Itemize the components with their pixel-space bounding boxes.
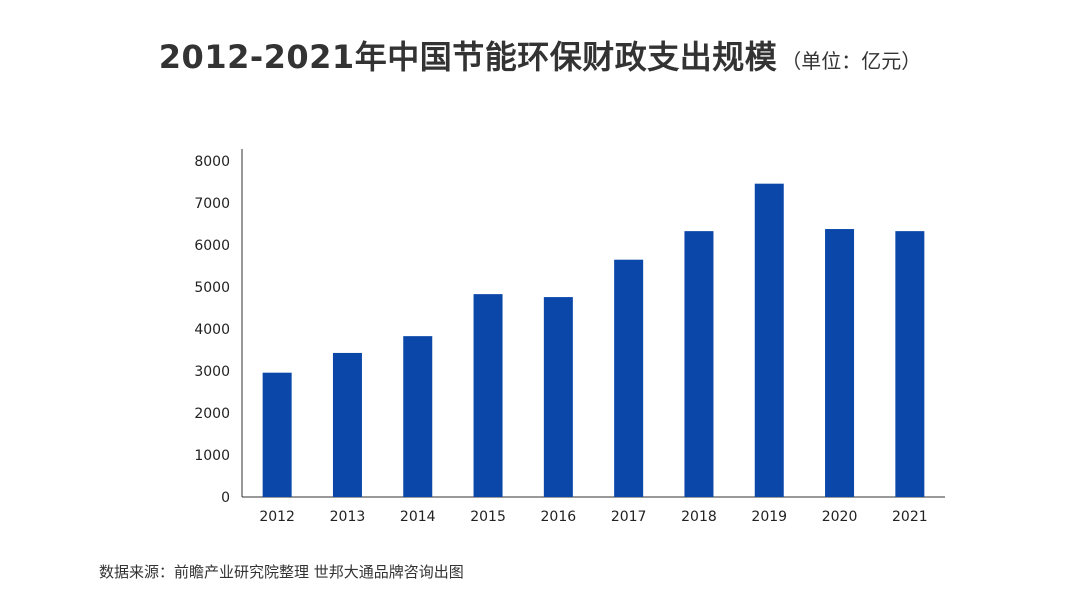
y-tick-label: 2000	[194, 406, 230, 422]
y-tick-label: 6000	[194, 238, 230, 254]
bar-2017	[614, 259, 644, 497]
bar-2019	[754, 183, 784, 497]
bar-2014	[403, 336, 433, 497]
y-axis: 0 1000 2000 3000 4000 5000 6000 7000 8000	[194, 149, 243, 506]
x-tick-label: 2021	[892, 509, 928, 525]
bar-2015	[473, 294, 503, 497]
y-tick-label: 3000	[194, 364, 230, 380]
x-axis: 2012 2013 2014 2015 2016 2017 2018 2019 2020 2021	[242, 496, 945, 525]
chart-title-row: 2012-2021年中国节能环保财政支出规模 （单位：亿元）	[0, 32, 1080, 78]
x-tick-label: 2019	[751, 509, 787, 525]
bar-2020	[825, 229, 855, 498]
y-tick-label: 7000	[194, 196, 230, 212]
y-tick-label: 8000	[194, 154, 230, 170]
x-tick-label: 2020	[822, 509, 858, 525]
bar-2021	[895, 231, 925, 497]
x-tick-label: 2014	[400, 509, 436, 525]
y-tick-label: 0	[221, 490, 230, 506]
bar-2012	[262, 372, 292, 497]
x-tick-label: 2017	[611, 509, 647, 525]
x-tick-label: 2013	[330, 509, 366, 525]
chart-title: 2012-2021年中国节能环保财政支出规模	[158, 38, 778, 76]
y-tick-label: 1000	[194, 448, 230, 464]
x-tick-label: 2016	[541, 509, 577, 525]
bar-2018	[684, 231, 714, 497]
y-tick-label: 5000	[194, 280, 230, 296]
chart-unit: （单位：亿元）	[781, 49, 922, 73]
y-tick-label: 4000	[194, 322, 230, 338]
bars	[262, 183, 925, 498]
source-note: 数据来源：前瞻产业研究院整理 世邦大通品牌咨询出图	[99, 563, 464, 581]
x-tick-label: 2018	[681, 509, 717, 525]
bar-2013	[332, 352, 362, 497]
bar-2016	[543, 297, 573, 497]
x-tick-label: 2015	[470, 509, 506, 525]
x-tick-label: 2012	[259, 509, 295, 525]
